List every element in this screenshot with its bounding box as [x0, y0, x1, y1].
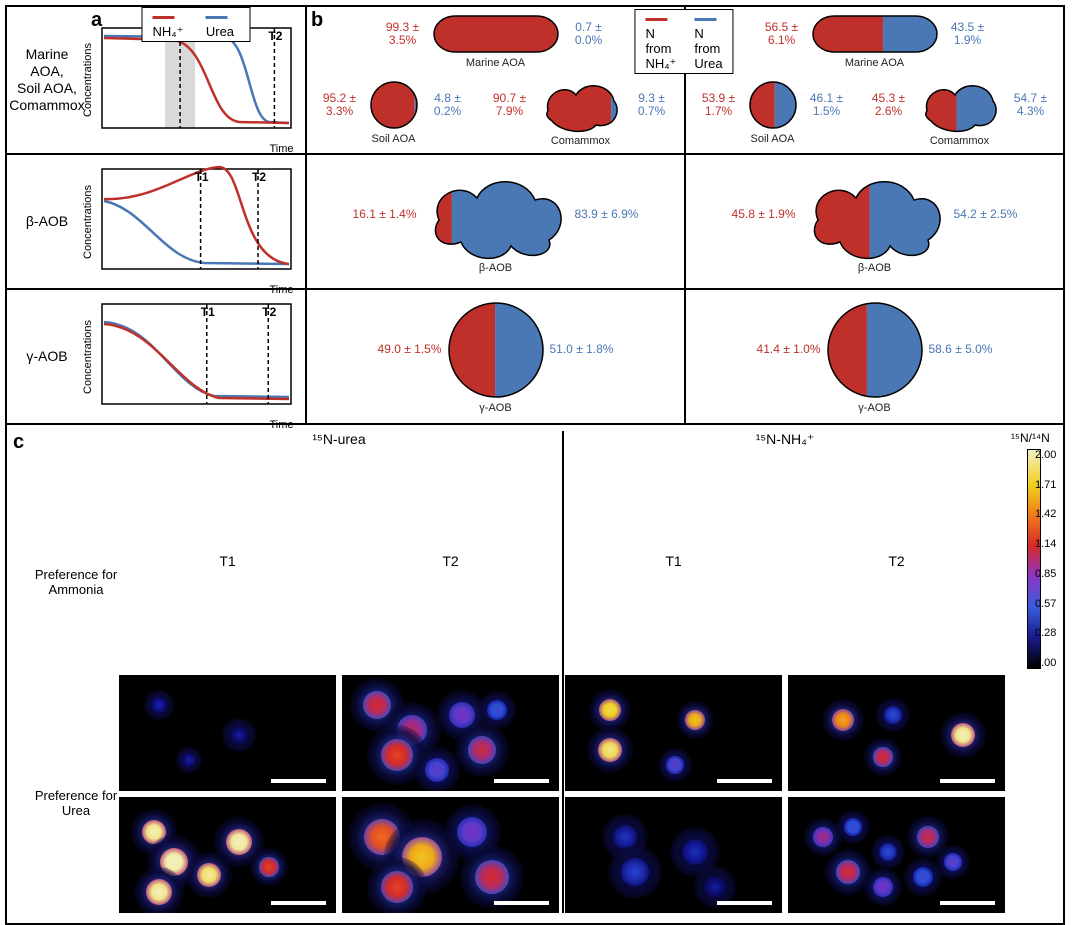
panel-c: c Preference for Ammonia Preference for …	[7, 423, 1063, 923]
miniplot-svg-2: T1 T2	[94, 294, 299, 414]
scalebar	[940, 901, 995, 905]
pct-red: 49.0 ± 1.5%	[378, 343, 442, 356]
pie-β-AOB: 45.8 ± 1.9% 54.2 ± 2.5%	[732, 170, 1018, 260]
letter-c: c	[13, 431, 33, 913]
pie-β-AOB: 16.1 ± 1.4% 83.9 ± 6.9%	[353, 170, 639, 260]
pct-blue: 54.7 ± 4.3%	[1007, 92, 1055, 118]
panel-a-2: T1 T2 Concentrations Time	[87, 290, 307, 423]
panel-c-rowlabels: Preference for Ammonia Preference for Ur…	[33, 431, 119, 913]
scalebar	[494, 901, 549, 905]
row-1: β-AOB T1 T2 Concentrations Time16.1 ± 1.…	[7, 155, 1063, 290]
pct-red: 90.7 ± 7.9%	[486, 92, 534, 118]
figure: T1 T2 Marine AOA, Soil AOA, ComammoxaNH₄…	[5, 5, 1065, 925]
splabel: Marine AOA	[690, 57, 1059, 69]
nanosims-2	[565, 675, 782, 791]
nanosims-0	[119, 675, 336, 791]
svg-text:T1: T1	[194, 170, 208, 184]
nanosims-6	[565, 797, 782, 913]
splabel: Soil AOA	[316, 133, 472, 145]
scalebar	[940, 779, 995, 783]
legend-b: N from NH₄⁺N from Urea	[634, 9, 733, 74]
row-0: Marine AOA, Soil AOA, ComammoxaNH₄⁺Urea …	[7, 7, 1063, 155]
pct-red: 56.5 ± 6.1%	[758, 21, 806, 47]
panel-b-2-T2: 41.4 ± 1.0% 58.6 ± 5.0% γ-AOB	[686, 290, 1063, 423]
pct-red: 99.3 ± 3.5%	[379, 21, 427, 47]
c-subhead-3: T2	[788, 553, 1005, 669]
panel-a-0: aNH₄⁺Urea T1 T2 Concentrations Time	[87, 7, 307, 153]
colorbar-title: ¹⁵N/¹⁴N	[1011, 431, 1057, 445]
nanosims-4	[119, 797, 336, 913]
colorbar-ticks: 2.001.711.421.140.850.570.280.00	[1035, 449, 1056, 669]
nanosims-7	[788, 797, 1005, 913]
nanosims-1	[342, 675, 559, 791]
row-label-0: Marine AOA, Soil AOA, Comammox	[7, 7, 87, 153]
c-row0: Preference for Ammonia	[33, 567, 119, 597]
legend-a: NH₄⁺Urea	[142, 7, 251, 42]
miniplot-svg-1: T1 T2	[94, 159, 299, 279]
row-label-2: γ-AOB	[7, 290, 87, 423]
pie-Marine-AOA: 99.3 ± 3.5% 0.7 ± 0.0%	[311, 13, 680, 55]
nanosims-5	[342, 797, 559, 913]
c-subhead-2: T1	[565, 553, 782, 669]
splabel: β-AOB	[353, 262, 639, 274]
svg-text:T2: T2	[268, 29, 282, 43]
svg-text:T2: T2	[252, 170, 266, 184]
panel-c-grid: ¹⁵N-urea¹⁵N-NH₄⁺T1T2T1T2	[119, 431, 1005, 913]
svg-text:T1: T1	[200, 305, 214, 319]
scalebar	[717, 779, 772, 783]
pie-Soil-AOA: 95.2 ± 3.3% 4.8 ± 0.2%	[316, 79, 472, 131]
splabel: Comammox	[486, 135, 676, 147]
splabel: Soil AOA	[695, 133, 851, 145]
svg-text:T2: T2	[262, 305, 276, 319]
pct-blue: 43.5 ± 1.9%	[944, 21, 992, 47]
pct-blue: 0.7 ± 0.0%	[565, 21, 613, 47]
scalebar	[494, 779, 549, 783]
pct-blue: 58.6 ± 5.0%	[929, 343, 993, 356]
splabel: Comammox	[865, 135, 1055, 147]
panel-b-0-T1: bN from NH₄⁺N from Urea99.3 ± 3.5%0.7 ± …	[307, 7, 686, 153]
pct-red: 95.2 ± 3.3%	[316, 92, 364, 118]
pct-blue: 46.1 ± 1.5%	[803, 92, 851, 118]
pie-Comammox: 45.3 ± 2.6% 54.7 ± 4.3%	[865, 77, 1055, 133]
c-tophead-1: ¹⁵N-NH₄⁺	[565, 431, 1005, 547]
pct-red: 16.1 ± 1.4%	[353, 208, 417, 221]
pct-blue: 51.0 ± 1.8%	[550, 343, 614, 356]
row-label-1: β-AOB	[7, 155, 87, 288]
panel-b-1-T1: 16.1 ± 1.4% 83.9 ± 6.9% β-AOB	[307, 155, 686, 288]
pie-Comammox: 90.7 ± 7.9% 9.3 ± 0.7%	[486, 77, 676, 133]
pie-Soil-AOA: 53.9 ± 1.7% 46.1 ± 1.5%	[695, 79, 851, 131]
c-subhead-1: T2	[342, 553, 559, 669]
splabel: β-AOB	[732, 262, 1018, 274]
pct-blue: 54.2 ± 2.5%	[954, 208, 1018, 221]
pie-γ-AOB: 41.4 ± 1.0% 58.6 ± 5.0%	[757, 300, 993, 400]
panel-b-1-T2: 45.8 ± 1.9% 54.2 ± 2.5% β-AOB	[686, 155, 1063, 288]
pct-blue: 9.3 ± 0.7%	[628, 92, 676, 118]
pct-red: 53.9 ± 1.7%	[695, 92, 743, 118]
scalebar	[717, 901, 772, 905]
scalebar	[271, 901, 326, 905]
pct-red: 41.4 ± 1.0%	[757, 343, 821, 356]
nanosims-3	[788, 675, 1005, 791]
pct-red: 45.3 ± 2.6%	[865, 92, 913, 118]
pct-blue: 4.8 ± 0.2%	[424, 92, 472, 118]
splabel: γ-AOB	[757, 402, 993, 414]
col-t1: T1	[567, 0, 585, 2]
panel-b-2-T1: 49.0 ± 1.5% 51.0 ± 1.8% γ-AOB	[307, 290, 686, 423]
pct-blue: 83.9 ± 6.9%	[575, 208, 639, 221]
panel-c-divider	[562, 431, 564, 913]
c-row1: Preference for Urea	[33, 788, 119, 818]
pct-red: 45.8 ± 1.9%	[732, 208, 796, 221]
c-tophead-0: ¹⁵N-urea	[119, 431, 559, 547]
splabel: Marine AOA	[311, 57, 680, 69]
pie-γ-AOB: 49.0 ± 1.5% 51.0 ± 1.8%	[378, 300, 614, 400]
panel-b-0-T2: 56.5 ± 6.1% 43.5 ± 1.9% Marine AOA 53.9 ± 1…	[686, 7, 1063, 153]
splabel: γ-AOB	[378, 402, 614, 414]
row-2: γ-AOB T1 T2 Concentrations Time49.0 ± 1.…	[7, 290, 1063, 423]
colorbar: ¹⁵N/¹⁴N 2.001.711.421.140.850.570.280.00	[1005, 431, 1057, 913]
panel-a-1: T1 T2 Concentrations Time	[87, 155, 307, 288]
col-t2: T2	[897, 0, 915, 2]
pie-Marine-AOA: 56.5 ± 6.1% 43.5 ± 1.9%	[690, 13, 1059, 55]
scalebar	[271, 779, 326, 783]
c-subhead-0: T1	[119, 553, 336, 669]
